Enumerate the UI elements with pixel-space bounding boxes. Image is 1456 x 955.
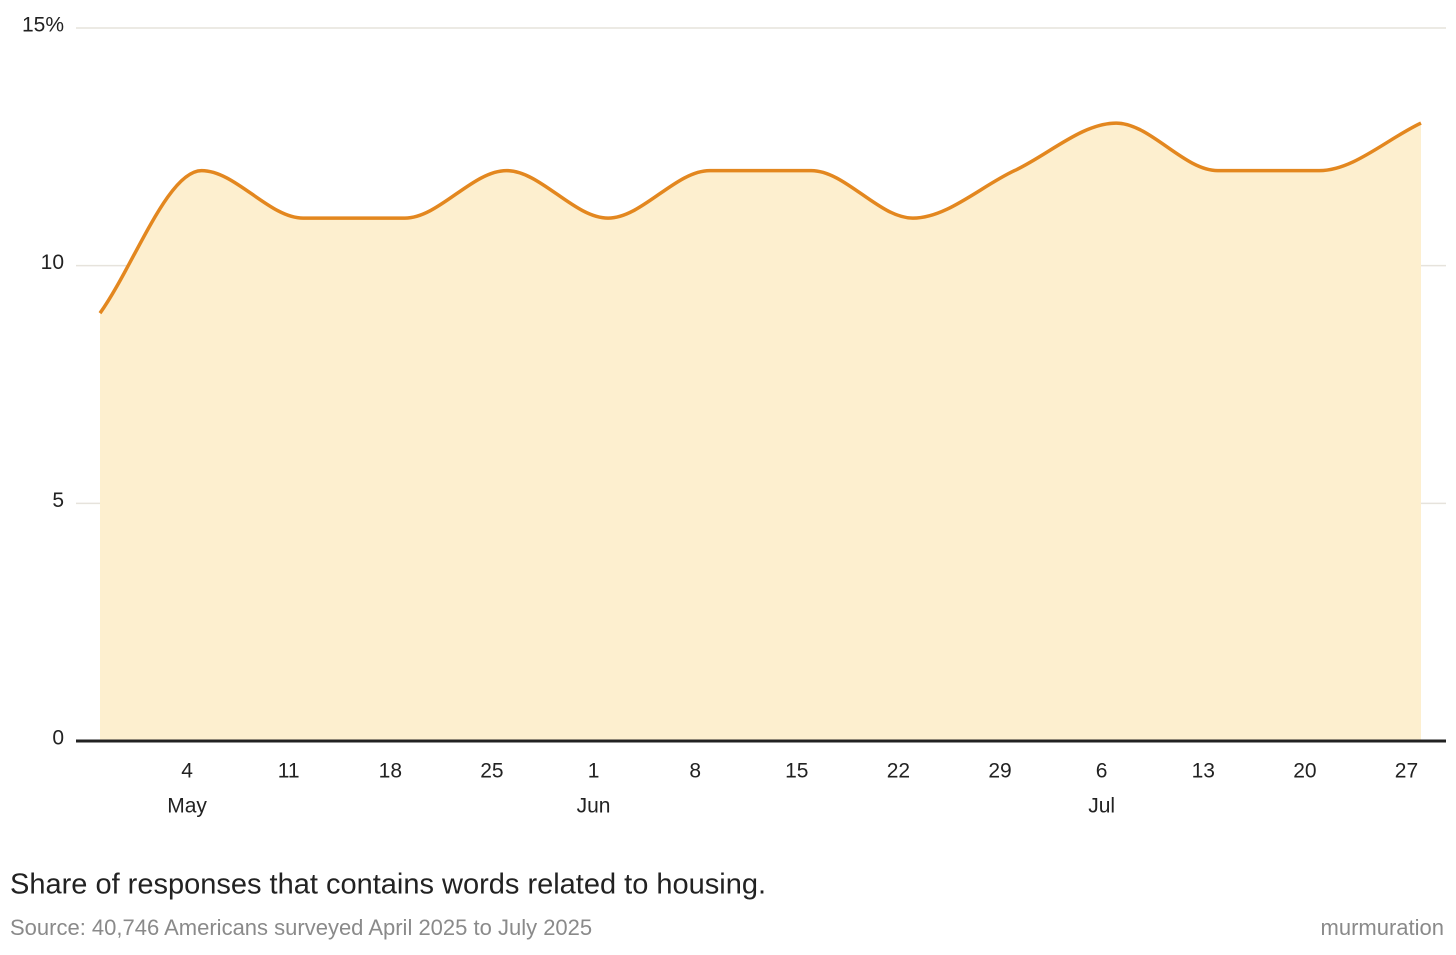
x-tick-label: 15	[785, 760, 808, 783]
x-month-label: Jul	[1088, 795, 1115, 818]
x-tick-label: 18	[379, 760, 402, 783]
x-tick-label: 13	[1192, 760, 1215, 783]
area-fill	[100, 123, 1421, 742]
x-tick-label: 22	[887, 760, 910, 783]
x-month-label: Jun	[577, 795, 611, 818]
x-tick-label: 29	[988, 760, 1011, 783]
x-tick-label: 8	[689, 760, 701, 783]
y-tick-label: 10	[41, 251, 64, 274]
x-tick-label: 27	[1395, 760, 1418, 783]
x-tick-label: 6	[1096, 760, 1108, 783]
x-tick-label: 25	[480, 760, 503, 783]
line	[98, 121, 1422, 315]
chart-caption: Share of responses that contains words r…	[10, 869, 766, 901]
x-tick-label: 20	[1293, 760, 1316, 783]
x-tick-label: 11	[278, 760, 300, 783]
chart-credit: murmuration	[1321, 915, 1444, 940]
chart-source: Source: 40,746 Americans surveyed April …	[10, 915, 592, 940]
y-tick-label: 0	[52, 727, 64, 750]
x-tick-label: 1	[588, 760, 600, 783]
x-tick-label: 4	[181, 760, 193, 783]
x-month-label: May	[167, 795, 207, 818]
y-tick-label: 5	[52, 489, 64, 512]
y-tick-label: 15%	[22, 14, 64, 37]
